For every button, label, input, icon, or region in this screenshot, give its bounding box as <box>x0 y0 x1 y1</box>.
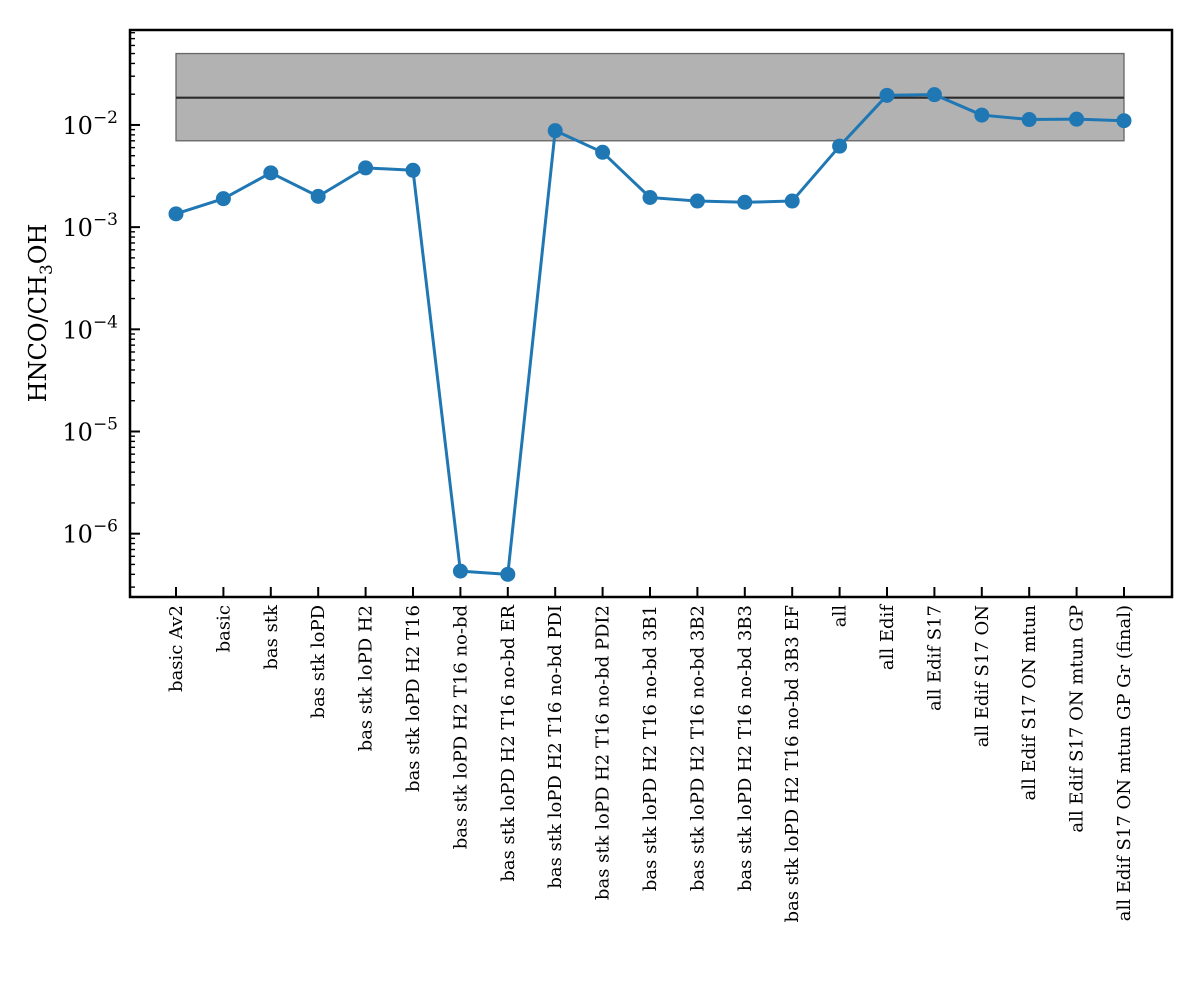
y-tick-exponent: −4 <box>93 312 118 332</box>
y-tick-exponent: −6 <box>93 517 118 537</box>
y-tick-exponent: −3 <box>93 210 118 230</box>
data-point <box>452 563 468 579</box>
y-tick-label: 10−2 <box>62 108 118 140</box>
x-tick-label: bas stk loPD H2 T16 <box>403 605 424 792</box>
y-tick-base: 10 <box>62 112 93 140</box>
data-point <box>974 107 990 123</box>
x-tick-label: bas stk loPD H2 T16 no-bd PDI2 <box>593 605 614 900</box>
x-tick-label: bas stk loPD H2 T16 no-bd 3B2 <box>687 605 708 891</box>
data-point <box>547 123 563 139</box>
x-tick-label: all <box>830 605 851 627</box>
data-point <box>1116 113 1132 129</box>
x-tick-label: basic <box>213 605 234 652</box>
x-tick-label: bas stk loPD H2 T16 no-bd 3B3 <box>735 605 756 891</box>
y-tick-exponent: −5 <box>93 414 118 434</box>
x-axis: basic Av2 basic bas stk bas stk loPD bas stk… <box>166 587 1135 922</box>
y-tick-label: 10−4 <box>62 312 118 344</box>
series-layer <box>168 87 1132 582</box>
data-point <box>737 194 753 210</box>
data-point <box>784 193 800 209</box>
data-point <box>215 191 231 207</box>
y-axis: 10−610−510−410−310−2 <box>62 31 140 588</box>
data-point <box>358 160 374 176</box>
x-tick-label: all Edif <box>877 604 898 670</box>
x-tick-label: bas stk loPD H2 T16 no-bd <box>450 605 471 849</box>
x-tick-label: bas stk loPD H2 <box>356 605 377 751</box>
data-point <box>1021 112 1037 128</box>
data-point <box>500 566 516 582</box>
y-tick-label: 10−6 <box>62 517 118 549</box>
y-axis-label: HNCO/CH3OH <box>24 224 57 403</box>
y-tick-base: 10 <box>62 316 93 344</box>
x-tick-label: bas stk loPD H2 T16 no-bd ER <box>498 605 519 882</box>
y-tick-base: 10 <box>62 418 93 446</box>
data-point <box>926 87 942 103</box>
data-point <box>689 193 705 209</box>
y-tick-base: 10 <box>62 214 93 242</box>
series-line <box>175 93 1125 576</box>
x-tick-label: bas stk loPD H2 T16 no-bd 3B1 <box>640 605 661 891</box>
x-tick-label: all Edif S17 ON <box>972 605 993 747</box>
y-tick-label: 10−3 <box>62 210 118 242</box>
data-point <box>263 165 279 181</box>
x-tick-label: basic Av2 <box>166 605 187 692</box>
data-point <box>879 87 895 103</box>
data-point <box>642 190 658 206</box>
y-tick-exponent: −2 <box>93 108 118 128</box>
x-tick-label: all Edif S17 ON mtun <box>1019 605 1040 801</box>
y-tick-base: 10 <box>62 521 93 549</box>
data-point <box>595 144 611 160</box>
y-axis-label-rest: OH <box>24 224 52 265</box>
data-point <box>405 162 421 178</box>
data-point <box>310 188 326 204</box>
data-point <box>168 206 184 222</box>
y-axis-label-subscript: 3 <box>37 264 57 275</box>
x-tick-label: all Edif S17 ON mtun GP <box>1067 605 1088 833</box>
data-point <box>1069 111 1085 127</box>
x-tick-label: bas stk loPD <box>308 605 329 718</box>
x-tick-label: bas stk loPD H2 T16 no-bd 3B3 EF <box>782 605 803 922</box>
x-tick-label: bas stk loPD H2 T16 no-bd PDI <box>545 605 566 889</box>
y-tick-label: 10−5 <box>62 414 118 446</box>
x-tick-label: all Edif S17 <box>924 605 945 711</box>
x-tick-label: all Edif S17 ON mtun GP Gr (final) <box>1114 605 1135 921</box>
x-tick-label: bas stk <box>261 604 282 670</box>
y-axis-label-base: HNCO/CH <box>24 275 52 402</box>
data-point <box>832 138 848 154</box>
